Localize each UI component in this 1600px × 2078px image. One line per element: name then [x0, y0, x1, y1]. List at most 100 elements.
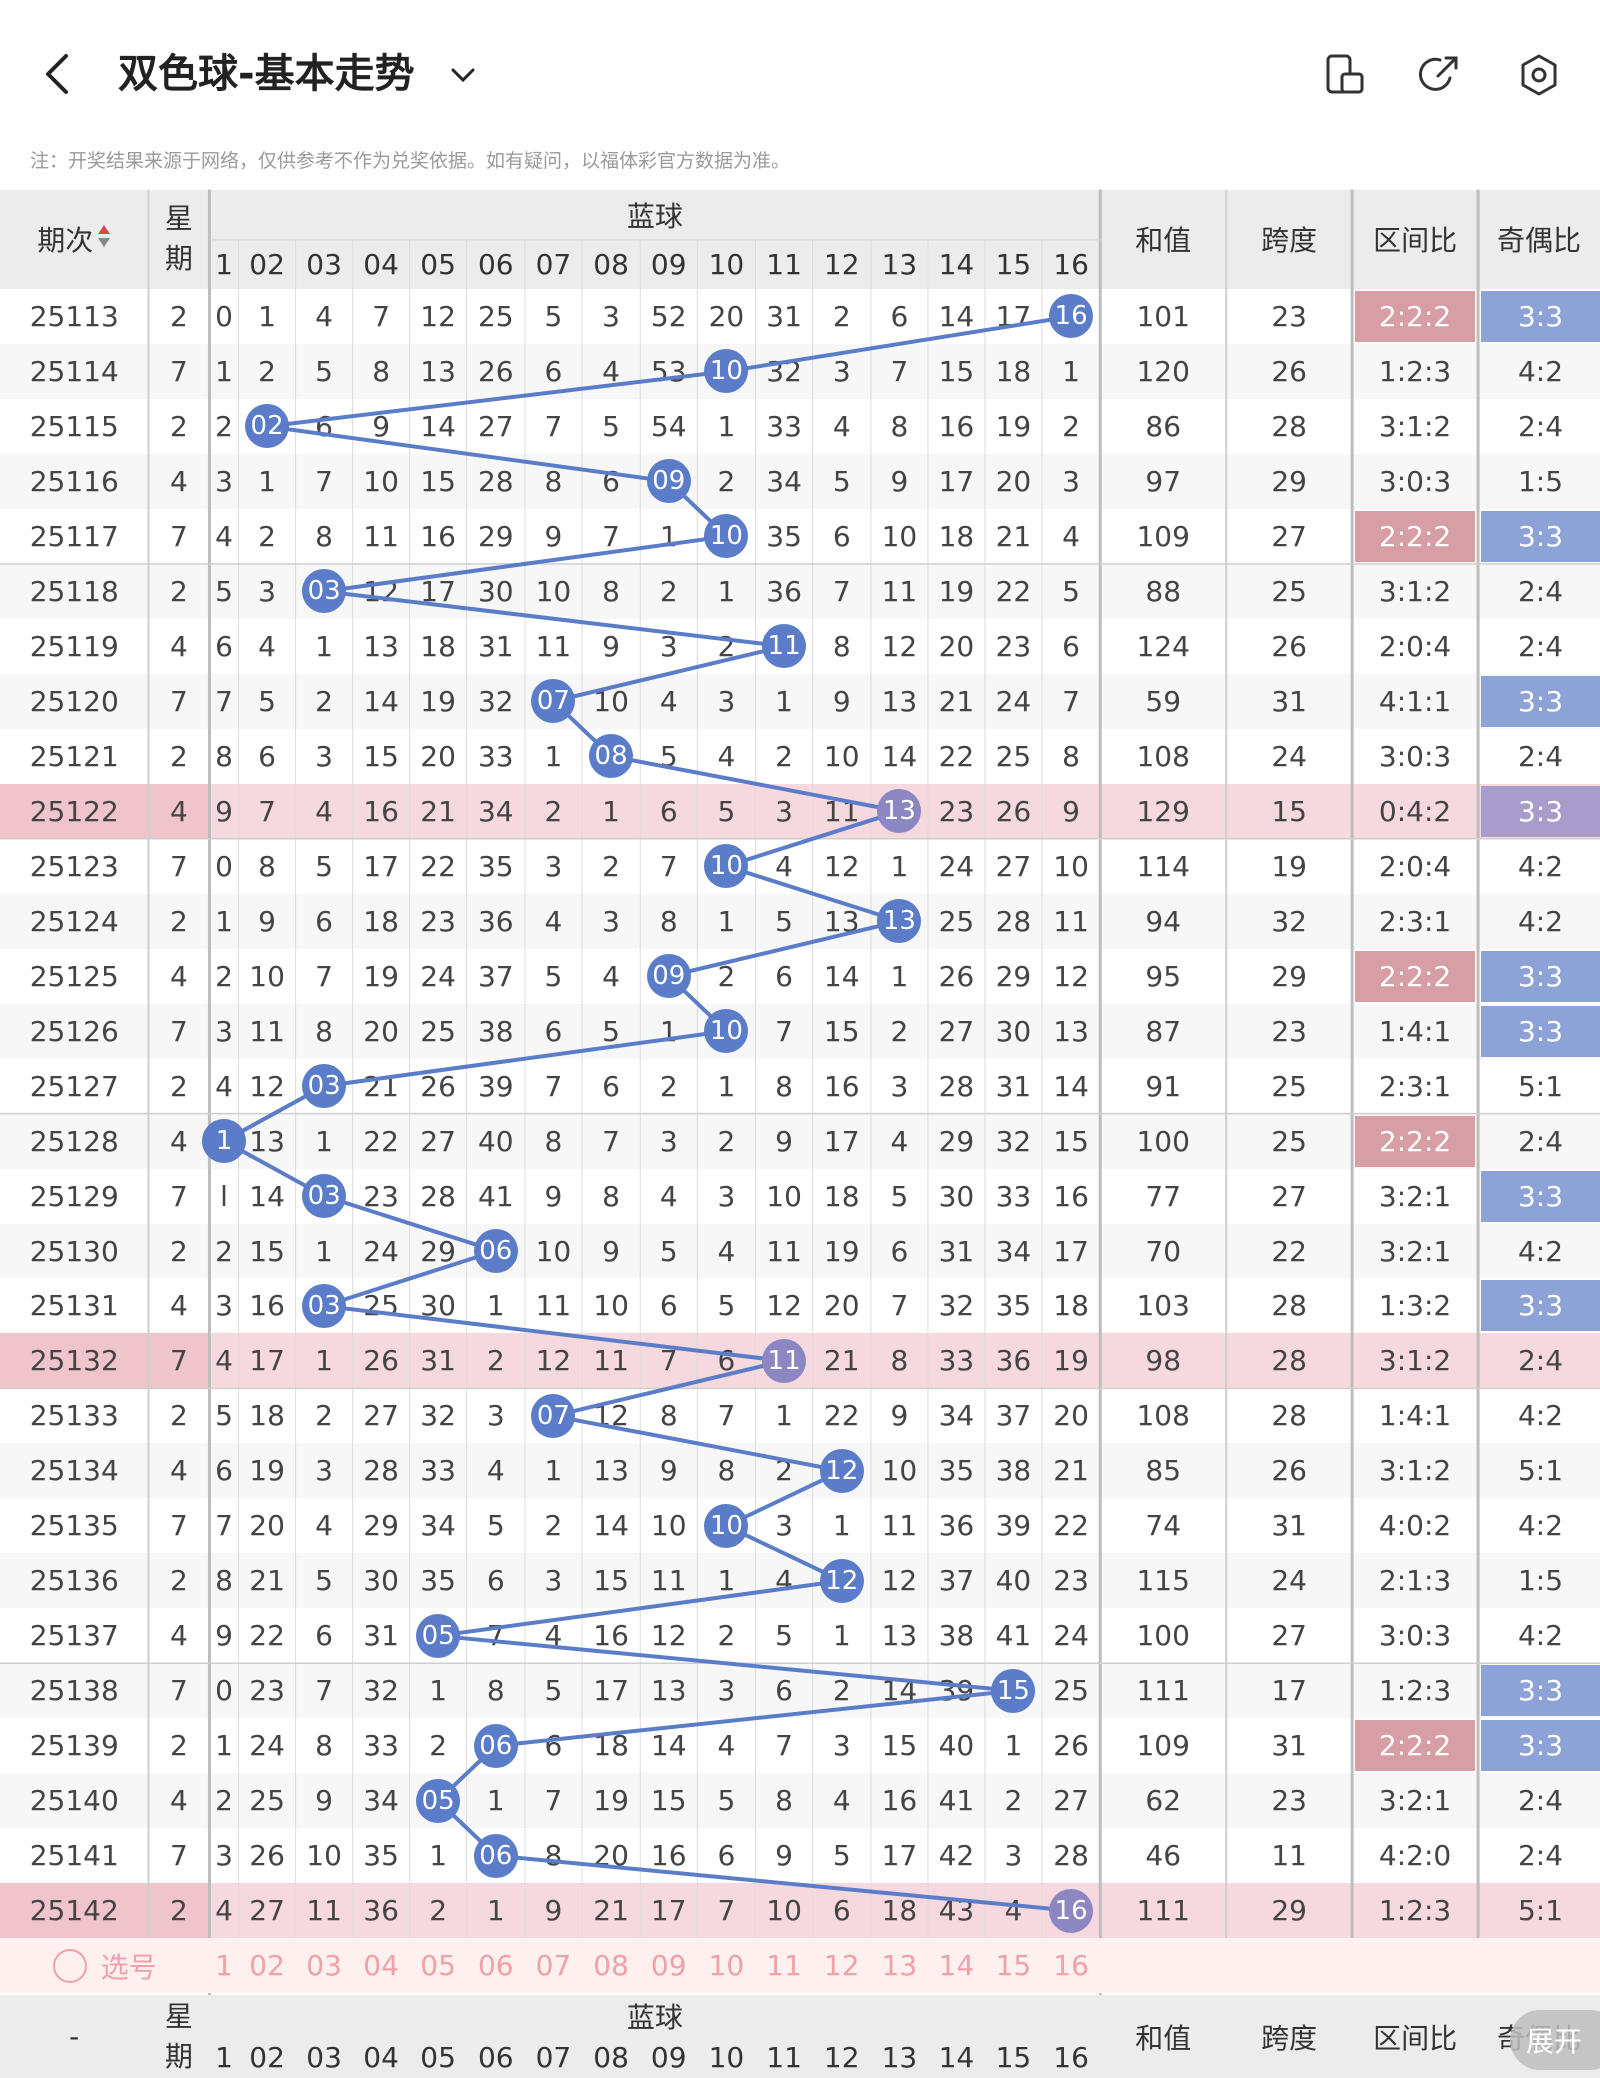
- disclaimer-note: 注：开奖结果来源于网络，仅供参考不作为兑奖依据。如有疑问，以福体彩官方数据为准。: [30, 150, 791, 172]
- blue-omission-cell: 34: [766, 464, 802, 498]
- sum-cell: 108: [1136, 1399, 1190, 1433]
- select-blue-number[interactable]: 15: [995, 1949, 1032, 1983]
- period-cell: 25125: [29, 959, 119, 993]
- period-cell: 25139: [29, 1729, 119, 1763]
- odd-even-cell: 3:3: [1481, 290, 1600, 342]
- select-blue-number[interactable]: 05: [420, 1949, 456, 1983]
- blue-omission-cell: 9: [890, 1399, 909, 1433]
- sort-icon[interactable]: [97, 222, 111, 257]
- blue-omission-cell: 6: [215, 629, 233, 663]
- period-cell: 25132: [0, 1333, 149, 1389]
- blue-omission-cell: 3: [602, 904, 620, 938]
- period-cell: 25136: [29, 1564, 119, 1598]
- header-blue-col: 08: [581, 239, 641, 289]
- select-blue-number[interactable]: 16: [1053, 1949, 1089, 1983]
- blue-omission-cell: 11: [593, 1344, 629, 1378]
- blue-omission-cell: 25: [249, 1784, 285, 1818]
- blue-omission-cell: 7: [717, 1399, 736, 1433]
- blue-omission-cell: 8: [775, 1069, 793, 1103]
- blue-omission-cell: 21: [593, 1894, 629, 1928]
- period-cell: 25138: [29, 1674, 119, 1708]
- header-blue-col: 05: [409, 239, 467, 289]
- span-cell: 27: [1271, 1619, 1307, 1653]
- period-cell: 25135: [29, 1509, 119, 1543]
- zone-ratio-cell: 3:1:2: [1378, 1454, 1452, 1488]
- select-blue-number[interactable]: 11: [766, 1949, 802, 1983]
- weekday-cell: 2: [170, 1234, 188, 1268]
- blue-omission-cell: 15: [420, 464, 456, 498]
- blue-omission-cell: 8: [659, 904, 678, 938]
- blue-omission-cell: 19: [363, 959, 399, 993]
- blue-omission-cell: 2: [215, 1234, 233, 1268]
- blue-omission-cell: 28: [1053, 1839, 1089, 1873]
- blue-omission-cell: 20: [420, 739, 456, 773]
- header-blue-col: 12: [812, 239, 871, 289]
- share-icon[interactable]: [1416, 52, 1462, 98]
- blue-omission-cell: 5: [215, 1399, 233, 1433]
- blue-omission-cell: 16: [823, 1069, 860, 1103]
- blue-omission-cell: 18: [249, 1399, 285, 1433]
- blue-omission-cell: 17: [249, 1344, 285, 1378]
- header-period[interactable]: 期次: [0, 189, 149, 289]
- zone-ratio-cell: 3:1:2: [1378, 1344, 1452, 1378]
- select-blue-number[interactable]: 09: [650, 1949, 687, 1983]
- zone-ratio-cell: 4:1:1: [1378, 684, 1452, 718]
- select-number-button[interactable]: 选号: [0, 1938, 209, 1993]
- blue-omission-cell: 3: [832, 1729, 851, 1763]
- span-cell: 32: [1271, 904, 1307, 938]
- blue-omission-cell: 7: [775, 1729, 793, 1763]
- blue-omission-cell: 2: [832, 299, 851, 333]
- blue-omission-cell: 8: [215, 739, 233, 773]
- phone-icon[interactable]: [1322, 52, 1368, 98]
- select-blue-number[interactable]: 03: [306, 1949, 342, 1983]
- blue-omission-cell: 38: [995, 1454, 1032, 1488]
- back-arrow-icon[interactable]: [38, 44, 88, 104]
- sum-cell: 101: [1136, 299, 1190, 333]
- blue-omission-cell: 14: [938, 299, 975, 333]
- blue-omission-cell: 7: [215, 1509, 233, 1543]
- select-blue-number[interactable]: 13: [881, 1949, 918, 1983]
- select-blue-number[interactable]: 02: [249, 1949, 285, 1983]
- blue-omission-cell: 23: [938, 794, 975, 828]
- blue-omission-cell: 6: [775, 959, 793, 993]
- chevron-down-icon[interactable]: [448, 50, 478, 116]
- select-blue-number[interactable]: 07: [535, 1949, 572, 1983]
- blue-omission-cell: 14: [363, 684, 399, 718]
- page-title[interactable]: 双色球-基本走势: [118, 51, 415, 97]
- select-blue-number[interactable]: 14: [938, 1949, 975, 1983]
- span-cell: 23: [1271, 1014, 1307, 1048]
- settings-icon[interactable]: [1516, 52, 1562, 98]
- sum-cell: 70: [1145, 1234, 1182, 1268]
- blue-omission-cell: 10: [535, 574, 572, 608]
- select-blue-number[interactable]: 10: [708, 1949, 745, 1983]
- weekday-cell: 2: [170, 1069, 188, 1103]
- blue-omission-cell: 1: [717, 904, 736, 938]
- blue-omission-cell: 2: [659, 1069, 678, 1103]
- blue-omission-cell: 2: [486, 1344, 505, 1378]
- span-cell: 22: [1271, 1234, 1307, 1268]
- select-blue-number[interactable]: 1: [215, 1949, 233, 1983]
- blue-omission-cell: 4: [890, 1124, 909, 1158]
- select-blue-number[interactable]: 06: [477, 1949, 514, 1983]
- blue-omission-cell: 3: [775, 1509, 793, 1543]
- blue-omission-cell: 21: [995, 519, 1032, 553]
- blue-omission-cell: 6: [602, 1069, 620, 1103]
- blue-omission-cell: 27: [938, 1014, 975, 1048]
- table-row: [0, 453, 1600, 509]
- zone-ratio-cell: 3:0:3: [1378, 739, 1452, 773]
- blue-omission-cell: 34: [938, 1399, 975, 1433]
- radio-circle-icon[interactable]: [52, 1948, 87, 1983]
- weekday-cell: 7: [170, 519, 188, 553]
- span-cell: 31: [1271, 684, 1307, 718]
- blue-omission-cell: 29: [995, 959, 1032, 993]
- blue-omission-cell: 9: [659, 1454, 678, 1488]
- span-cell: 26: [1271, 629, 1307, 663]
- span-cell: 27: [1271, 1179, 1307, 1213]
- blue-omission-cell: 40: [995, 1564, 1032, 1598]
- select-blue-number[interactable]: 04: [363, 1949, 399, 1983]
- blue-omission-cell: 26: [938, 959, 975, 993]
- sum-cell: 124: [1136, 629, 1190, 663]
- expand-button[interactable]: 展开: [1510, 2010, 1600, 2070]
- select-blue-number[interactable]: 12: [823, 1949, 860, 1983]
- select-blue-number[interactable]: 08: [593, 1949, 629, 1983]
